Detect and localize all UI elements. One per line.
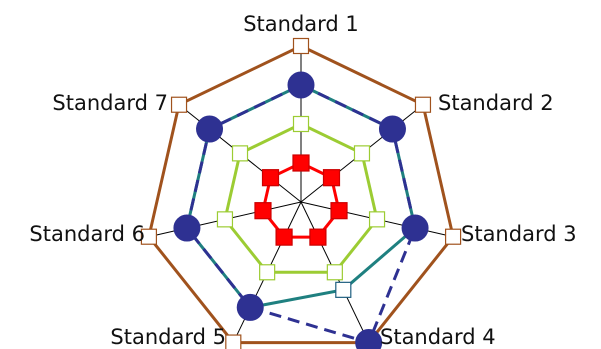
marker-green-4 [326, 264, 343, 281]
axis-label-standard-1: Standard 1 [243, 12, 359, 36]
axis-label-standard-6: Standard 6 [29, 222, 145, 246]
marker-dashed-5 [236, 293, 264, 321]
series-line-outer [147, 44, 455, 345]
marker-dashed-1 [287, 71, 315, 99]
marker-red-7 [261, 169, 280, 187]
marker-dashed-7 [196, 115, 224, 143]
marker-dashed-2 [378, 115, 406, 143]
axis-label-standard-5: Standard 5 [110, 325, 226, 349]
marker-red-5 [275, 228, 293, 246]
marker-red-6 [254, 202, 272, 220]
marker-outer-7 [170, 96, 188, 113]
marker-outer-2 [414, 96, 432, 113]
marker-outer-1 [292, 37, 310, 55]
marker-green-6 [216, 211, 234, 228]
marker-teal-4 [335, 281, 352, 298]
marker-green-7 [231, 145, 249, 162]
marker-red-2 [322, 169, 341, 187]
marker-green-3 [368, 211, 386, 228]
marker-outer-5 [225, 334, 242, 349]
axis-label-standard-7: Standard 7 [52, 91, 168, 115]
marker-green-1 [292, 115, 310, 133]
series-line-green [223, 122, 379, 274]
axis-label-standard-3: Standard 3 [461, 222, 577, 246]
marker-dashed-4 [355, 329, 383, 349]
marker-red-4 [309, 228, 327, 246]
radar-series-markers [140, 37, 462, 349]
marker-dashed-6 [173, 214, 201, 242]
marker-green-5 [259, 264, 276, 281]
marker-dashed-3 [401, 214, 429, 242]
marker-red-3 [330, 202, 348, 220]
axis-label-standard-2: Standard 2 [438, 91, 554, 115]
marker-red-1 [292, 154, 310, 172]
marker-outer-3 [444, 228, 462, 245]
series-line-dashed [185, 83, 417, 345]
marker-green-2 [353, 145, 371, 162]
axis-label-standard-4: Standard 4 [380, 325, 496, 349]
marker-outer-6 [140, 228, 158, 245]
